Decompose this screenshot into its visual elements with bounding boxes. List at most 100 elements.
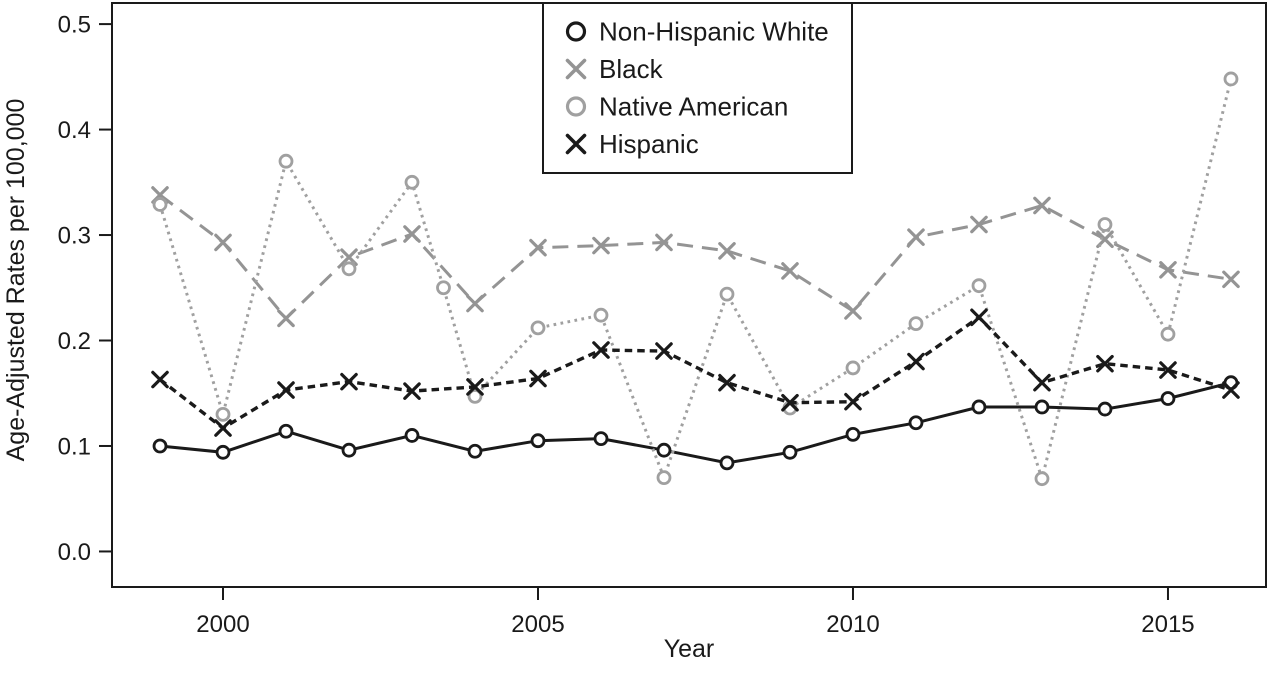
plot-area: 0.0 0.1 0.2 0.3 0.4 0.5 2000 2005 2010 2015 [58, 2, 1267, 638]
open-circle-marker [1223, 71, 1239, 87]
x-marker [781, 393, 799, 412]
legend-box [542, 2, 853, 174]
legend: Non-Hispanic White Black Native American Hi… [542, 2, 853, 174]
y-tick-label: 0.3 [58, 223, 91, 250]
x-marker [214, 419, 232, 437]
y-tick-label: 0.5 [58, 12, 91, 39]
x-marker [718, 242, 736, 260]
x-marker [565, 133, 587, 155]
legend-label-hispanic: Hispanic [599, 129, 699, 159]
open-circle-marker [467, 443, 483, 459]
legend-item-non-hispanic-white: Non-Hispanic White [565, 17, 829, 47]
y-axis-title: Age-Adjusted Rates per 100,000 [2, 99, 30, 462]
open-circle-marker [215, 406, 231, 422]
x-marker [565, 58, 587, 80]
x-marker [1159, 361, 1177, 379]
open-circle-marker [908, 415, 924, 431]
open-circle-marker [971, 399, 987, 415]
x-marker [592, 236, 610, 255]
x-marker [718, 373, 736, 392]
legend-label-native-american: Native American [599, 92, 788, 122]
hispanic-line [158, 315, 1232, 431]
open-circle-marker [341, 261, 357, 277]
x-marker [151, 370, 169, 389]
x-tick-label: 2000 [196, 611, 249, 638]
legend-item-native-american: Native American [565, 92, 788, 122]
x-marker [466, 294, 484, 313]
open-circle-marker [908, 316, 924, 332]
x-marker [277, 309, 295, 328]
open-circle-marker [656, 442, 672, 458]
open-circle-marker [1160, 326, 1176, 342]
open-circle-marker [467, 389, 483, 404]
x-marker [403, 382, 421, 400]
open-circle-marker [404, 428, 420, 443]
open-circle-marker [530, 320, 546, 336]
y-tick-label: 0.0 [58, 539, 91, 566]
open-circle-marker [565, 96, 587, 117]
series-hispanic [151, 308, 1240, 437]
x-marker [466, 378, 484, 396]
open-circle-marker [1160, 391, 1176, 406]
open-circle-marker [719, 286, 735, 302]
x-marker [1222, 270, 1240, 289]
open-circle-marker [565, 21, 587, 42]
x-marker [529, 238, 547, 257]
x-marker [655, 233, 673, 252]
open-circle-marker [530, 433, 546, 449]
x-marker [1033, 196, 1051, 215]
black-line [159, 193, 1232, 321]
x-marker [277, 381, 295, 399]
open-circle-marker [278, 423, 294, 439]
open-circle-marker [404, 174, 420, 190]
series-non-hispanic-white [152, 375, 1239, 471]
x-marker [1033, 373, 1051, 392]
x-marker [970, 215, 988, 234]
non-hispanic-white-line [159, 381, 1232, 465]
y-tick-label: 0.4 [58, 117, 91, 144]
x-marker [781, 262, 799, 280]
legend-item-hispanic: Hispanic [565, 129, 699, 159]
open-circle-marker [719, 455, 735, 471]
x-marker [403, 225, 421, 243]
open-circle-marker [845, 360, 861, 376]
x-tick-label: 2005 [511, 611, 564, 638]
y-tick-label: 0.1 [58, 433, 91, 460]
x-tick-label: 2010 [826, 611, 879, 638]
x-marker [1222, 381, 1240, 399]
series-black [151, 186, 1240, 328]
x-tick-label: 2015 [1141, 611, 1194, 638]
series-native-american [152, 71, 1239, 487]
open-circle-marker [152, 197, 168, 212]
open-circle-marker [278, 153, 294, 169]
legend-item-black: Black [565, 54, 664, 84]
x-marker [529, 369, 547, 388]
x-marker [844, 392, 862, 411]
x-marker [1159, 261, 1177, 279]
x-marker [970, 308, 988, 327]
open-circle-marker [971, 278, 987, 294]
legend-label-black: Black [599, 54, 664, 84]
legend-label-non-hispanic-white: Non-Hispanic White [599, 17, 829, 47]
x-marker [214, 233, 232, 252]
x-marker [844, 302, 862, 320]
open-circle-marker [593, 307, 609, 323]
open-circle-marker [656, 470, 672, 486]
open-circle-marker [436, 280, 451, 296]
open-circle-marker [593, 431, 609, 447]
open-circle-marker [341, 442, 357, 458]
x-marker [340, 372, 358, 391]
x-marker [907, 228, 925, 246]
y-tick-label: 0.2 [58, 328, 91, 355]
open-circle-marker [215, 444, 231, 460]
x-axis-title: Year [664, 635, 715, 663]
x-marker [592, 341, 610, 359]
open-circle-marker [152, 438, 168, 454]
x-marker [907, 352, 925, 371]
x-marker [1096, 354, 1114, 373]
open-circle-marker [1097, 401, 1113, 417]
open-circle-marker [1034, 471, 1050, 487]
open-circle-marker [1034, 399, 1050, 415]
